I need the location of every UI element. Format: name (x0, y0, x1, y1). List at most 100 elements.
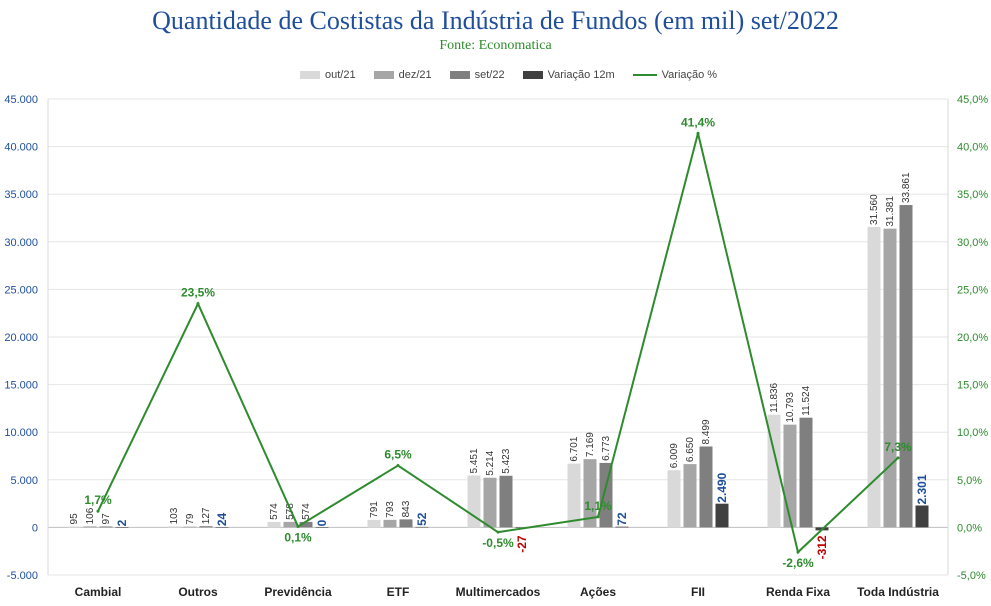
bar (83, 526, 97, 528)
variation-pct-label: 1,7% (84, 493, 112, 507)
y-left-tick-label: 25.000 (4, 284, 38, 296)
variation-pct-label: 0,1% (284, 530, 312, 544)
data-label: 574 (301, 503, 312, 520)
variation-pct-label: 6,5% (384, 448, 412, 462)
bar (67, 526, 81, 528)
variation-data-label: 52 (415, 512, 429, 526)
x-tick-label: Previdência (264, 585, 332, 599)
y-right-tick-label: 10,0% (957, 427, 988, 439)
variation-data-label: 24 (215, 512, 229, 526)
data-label: 106 (85, 507, 96, 524)
y-left-tick-label: 40.000 (4, 142, 38, 154)
data-label: 6.773 (601, 435, 612, 460)
variation-pct-point (596, 515, 600, 519)
variation-data-label: 2.301 (915, 474, 929, 504)
legend-item-dez21: dez/21 (373, 69, 432, 81)
data-label: 79 (185, 513, 196, 525)
bar (615, 526, 629, 528)
data-label: 127 (201, 507, 212, 524)
x-tick-label: Ações (580, 585, 616, 599)
legend-item-variacao-pct: Variação % (632, 69, 718, 81)
variation-pct-label: 1,1% (584, 499, 612, 513)
y-left-tick-label: -5.000 (7, 570, 38, 582)
bar (99, 526, 113, 528)
y-right-tick-label: 5,0% (957, 475, 982, 487)
data-label: 8.499 (701, 419, 712, 444)
bar (667, 470, 681, 528)
data-label: 574 (269, 503, 280, 520)
variation-pct-label: 23,5% (181, 286, 215, 300)
legend-label-out21: out/21 (325, 69, 356, 81)
data-label: 10.793 (785, 392, 796, 423)
legend-label-variacao-pct: Variação % (661, 69, 718, 81)
data-label: 33.861 (901, 172, 912, 203)
bar (483, 477, 497, 528)
data-label: 5.214 (485, 450, 496, 475)
variation-pct-point (896, 456, 900, 460)
y-right-tick-label: 25,0% (957, 284, 988, 296)
bar (215, 527, 229, 528)
data-label: 5.423 (501, 448, 512, 473)
legend-item-set22: set/22 (449, 69, 505, 81)
legend-swatch-out21 (300, 71, 320, 79)
x-tick-label: Multimercados (456, 585, 541, 599)
variation-pct-label: -0,5% (482, 536, 514, 550)
bar (183, 526, 197, 528)
data-label: 11.524 (801, 385, 812, 415)
variation-pct-point (396, 464, 400, 468)
variation-pct-point (696, 131, 700, 135)
bar (715, 503, 729, 528)
chart-subtitle: Fonte: Economatica (439, 38, 552, 53)
variation-pct-point (196, 302, 200, 306)
y-right-tick-label: 20,0% (957, 332, 988, 344)
variation-pct-point (296, 524, 300, 528)
chart-title: Quantidade de Costistas da Indústria de … (152, 6, 839, 35)
bar (599, 462, 613, 528)
y-left-tick-label: 15.000 (4, 380, 38, 392)
data-label: 11.836 (769, 382, 780, 412)
bar (883, 228, 897, 528)
legend-label-dez21: dez/21 (398, 69, 432, 81)
y-left-tick-label: 30.000 (4, 237, 38, 249)
legend-item-out21: out/21 (300, 69, 356, 81)
y-right-tick-label: -5,0% (957, 570, 986, 582)
legend-item-variacao-12m: Variação 12m (522, 69, 615, 81)
x-tick-label: FII (691, 585, 705, 599)
bar (415, 526, 429, 528)
x-tick-label: Cambial (75, 585, 122, 599)
data-label: 95 (69, 513, 80, 525)
y-right-tick-label: 40,0% (957, 142, 988, 154)
bar (899, 205, 913, 528)
legend-swatch-set22 (449, 71, 470, 79)
data-label: 97 (101, 513, 112, 525)
data-label: 6.650 (685, 437, 696, 462)
bar (115, 527, 129, 528)
variation-pct-label: 41,4% (681, 115, 715, 129)
bar (283, 521, 297, 528)
y-left-tick-label: 35.000 (4, 189, 38, 201)
bar (199, 526, 213, 528)
y-left-tick-label: 10.000 (4, 427, 38, 439)
bar (383, 519, 397, 528)
bar (783, 424, 797, 528)
variation-data-label: 2.490 (715, 472, 729, 502)
legend-label-variacao-12m: Variação 12m (547, 69, 615, 81)
y-left-tick-label: 20.000 (4, 332, 38, 344)
data-label: 5.451 (469, 448, 480, 473)
bar (499, 475, 513, 528)
variation-data-label: -312 (815, 535, 829, 559)
bar (567, 463, 581, 528)
variation-pct-label: -2,6% (782, 556, 814, 570)
x-tick-label: Outros (178, 585, 218, 599)
y-right-tick-label: 45,0% (957, 94, 988, 106)
legend-swatch-dez21 (373, 71, 394, 79)
data-label: 31.381 (885, 196, 896, 227)
variation-data-label: 72 (615, 512, 629, 526)
variation-pct-label: 7,3% (884, 440, 912, 454)
y-right-tick-label: 30,0% (957, 237, 988, 249)
bar (867, 226, 881, 528)
y-left-tick-label: 45.000 (4, 94, 38, 106)
y-right-tick-label: 35,0% (957, 189, 988, 201)
data-label: 843 (401, 500, 412, 517)
